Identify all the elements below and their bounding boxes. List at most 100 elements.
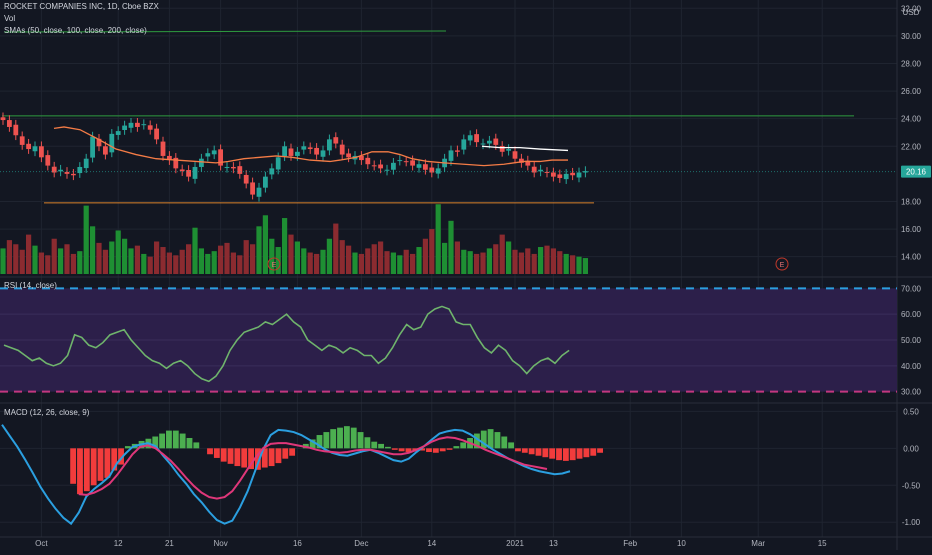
volume-bar-56 (358, 253, 364, 274)
candle-body-22 (141, 124, 147, 126)
volume-bar-33 (211, 251, 217, 274)
candle-body-79 (506, 149, 511, 151)
macd-tick-2: -0.50 (902, 481, 921, 490)
candle-body-45 (288, 148, 294, 156)
candle-body-49 (314, 147, 319, 155)
macd-line (1, 424, 571, 526)
volume-bar-70 (448, 220, 454, 274)
vol-legend: Vol (4, 14, 15, 23)
volume-bar-69 (442, 242, 448, 274)
macd-hist-bar-36 (282, 448, 289, 459)
macd-hist-bar-34 (268, 448, 275, 467)
candle-body-15 (96, 138, 102, 147)
volume-bar-29 (186, 244, 192, 274)
volume-bar-81 (518, 252, 524, 274)
macd-hist-bar-53 (398, 448, 405, 452)
candle-body-58 (371, 165, 377, 167)
macd-hist-bar-45 (343, 426, 350, 449)
candle-body-3 (19, 136, 25, 145)
macd-hist-bar-37 (289, 448, 296, 456)
volume-bar-66 (422, 238, 428, 274)
candle-body-31 (199, 158, 204, 167)
candle-body-56 (359, 155, 364, 161)
macd-tick-3: -1.00 (902, 518, 921, 527)
volume-bar-1 (6, 240, 12, 274)
macd-hist-bar-7 (83, 448, 90, 492)
candle-body-2 (13, 124, 19, 136)
x-tick-1: 12 (114, 539, 123, 548)
candle-body-80 (512, 151, 518, 159)
volume-bar-58 (371, 244, 377, 274)
x-tick-2: 21 (165, 539, 174, 548)
volume-bar-46 (294, 241, 300, 274)
last-price-label: 20.16 (906, 168, 927, 177)
price-tick-7: 16.00 (901, 225, 922, 234)
candle-body-30 (192, 166, 198, 179)
rsi-label: RSI (14, close) (4, 281, 57, 290)
candle-body-46 (295, 151, 300, 156)
candle-body-74 (474, 134, 479, 143)
macd-tick-0: 0.50 (903, 407, 919, 416)
price-tick-3: 26.00 (901, 87, 922, 96)
macd-hist-bar-32 (254, 448, 261, 470)
volume-bar-16 (102, 249, 108, 274)
macd-hist-bar-22 (186, 437, 193, 449)
volume-bar-35 (224, 242, 230, 274)
volume-bar-39 (250, 244, 256, 274)
candle-body-1 (7, 120, 12, 127)
x-tick-10: 10 (677, 539, 686, 548)
candle-body-77 (493, 138, 499, 145)
volume-bar-40 (256, 226, 262, 274)
macd-hist-bar-26 (213, 448, 220, 458)
price-tick-0: 32.00 (901, 4, 922, 13)
candle-body-62 (397, 160, 403, 162)
candle-body-50 (320, 150, 326, 157)
candle-body-51 (327, 139, 332, 151)
candle-body-44 (282, 146, 287, 157)
candle-body-37 (237, 166, 243, 174)
macd-hist-bar-11 (111, 448, 118, 471)
macd-hist-bar-64 (473, 433, 480, 449)
rsi-tick-0: 70.00 (901, 284, 922, 293)
macd-hist-bar-13 (124, 446, 131, 449)
x-tick-11: Mar (751, 539, 765, 548)
volume-bar-42 (269, 238, 275, 274)
candle-body-12 (77, 166, 83, 174)
candle-body-20 (128, 122, 134, 128)
rsi-tick-2: 50.00 (901, 336, 922, 345)
vol-label: Vol (4, 14, 16, 23)
candle-body-52 (333, 137, 339, 144)
macd-hist-bar-44 (337, 427, 343, 449)
volume-bar-27 (173, 255, 179, 274)
candle-body-27 (173, 157, 179, 169)
macd-hist-bar-72 (528, 448, 535, 455)
sma-legend: SMAs (50, close, 100, close, 200, close) (4, 26, 147, 35)
macd-hist-bar-17 (152, 436, 159, 449)
sma-200-line (3, 30, 447, 33)
candle-body-41 (263, 176, 268, 188)
macd-hist-bar-82 (597, 448, 603, 453)
candle-body-57 (365, 157, 371, 165)
x-tick-9: Feb (623, 539, 637, 548)
candle-body-16 (103, 146, 108, 155)
candle-body-34 (218, 149, 223, 166)
candle-body-89 (570, 172, 575, 176)
earnings-marker-1: E (775, 257, 789, 271)
volume-bar-67 (429, 229, 435, 274)
candle-body-68 (435, 168, 441, 174)
x-tick-0: Oct (35, 539, 48, 548)
volume-bar-5 (32, 245, 38, 274)
volume-bar-8 (51, 238, 57, 274)
macd-hist-bar-27 (220, 448, 227, 462)
macd-hist-bar-43 (330, 429, 337, 449)
macd-hist-bar-75 (549, 448, 556, 459)
macd-hist-bar-54 (405, 448, 412, 453)
macd-hist-bar-9 (97, 448, 104, 481)
volume-bar-50 (320, 249, 326, 274)
volume-bar-78 (499, 234, 505, 274)
candle-body-83 (531, 166, 537, 173)
volume-bar-2 (13, 244, 19, 274)
earnings-marker-0: E (267, 257, 281, 271)
